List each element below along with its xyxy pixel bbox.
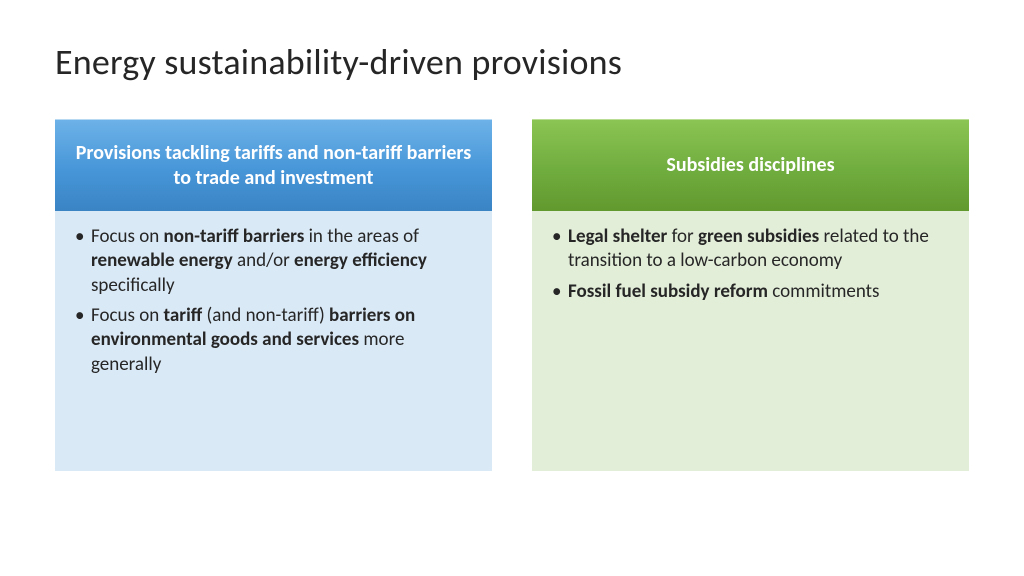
list-item: Legal shelter for green subsidies relate…: [550, 225, 951, 274]
slide-title: Energy sustainability-driven provisions: [55, 40, 969, 84]
bold-text: non-tariff barriers: [164, 225, 305, 248]
card-header-tariffs: Provisions tackling tariffs and non-tari…: [55, 119, 492, 211]
text: (and non-tariff): [202, 304, 329, 327]
bold-text: green subsidies: [698, 225, 819, 248]
list-item: Focus on tariff (and non-tariff) barrier…: [73, 304, 474, 377]
text: specifically: [91, 274, 175, 297]
list-item: Focus on non-tariff barriers in the area…: [73, 225, 474, 298]
text: commitments: [768, 280, 880, 303]
card-tariffs: Provisions tackling tariffs and non-tari…: [55, 119, 492, 471]
text: and/or: [233, 249, 294, 272]
bold-text: Legal shelter: [568, 225, 667, 248]
card-body-subsidies: Legal shelter for green subsidies relate…: [532, 211, 969, 471]
card-subsidies: Subsidies disciplines Legal shelter for …: [532, 119, 969, 471]
card-body-tariffs: Focus on non-tariff barriers in the area…: [55, 211, 492, 471]
bold-text: tariff: [164, 304, 203, 327]
text: Focus on: [91, 225, 164, 248]
text: in the areas of: [304, 225, 419, 248]
bold-text: energy efficiency: [294, 249, 427, 272]
list-item: Fossil fuel subsidy reform commitments: [550, 280, 951, 304]
card-row: Provisions tackling tariffs and non-tari…: [55, 119, 969, 471]
bold-text: renewable energy: [91, 249, 233, 272]
text: for: [667, 225, 698, 248]
bold-text: Fossil fuel subsidy reform: [568, 280, 768, 303]
card-header-subsidies: Subsidies disciplines: [532, 119, 969, 211]
text: Focus on: [91, 304, 164, 327]
